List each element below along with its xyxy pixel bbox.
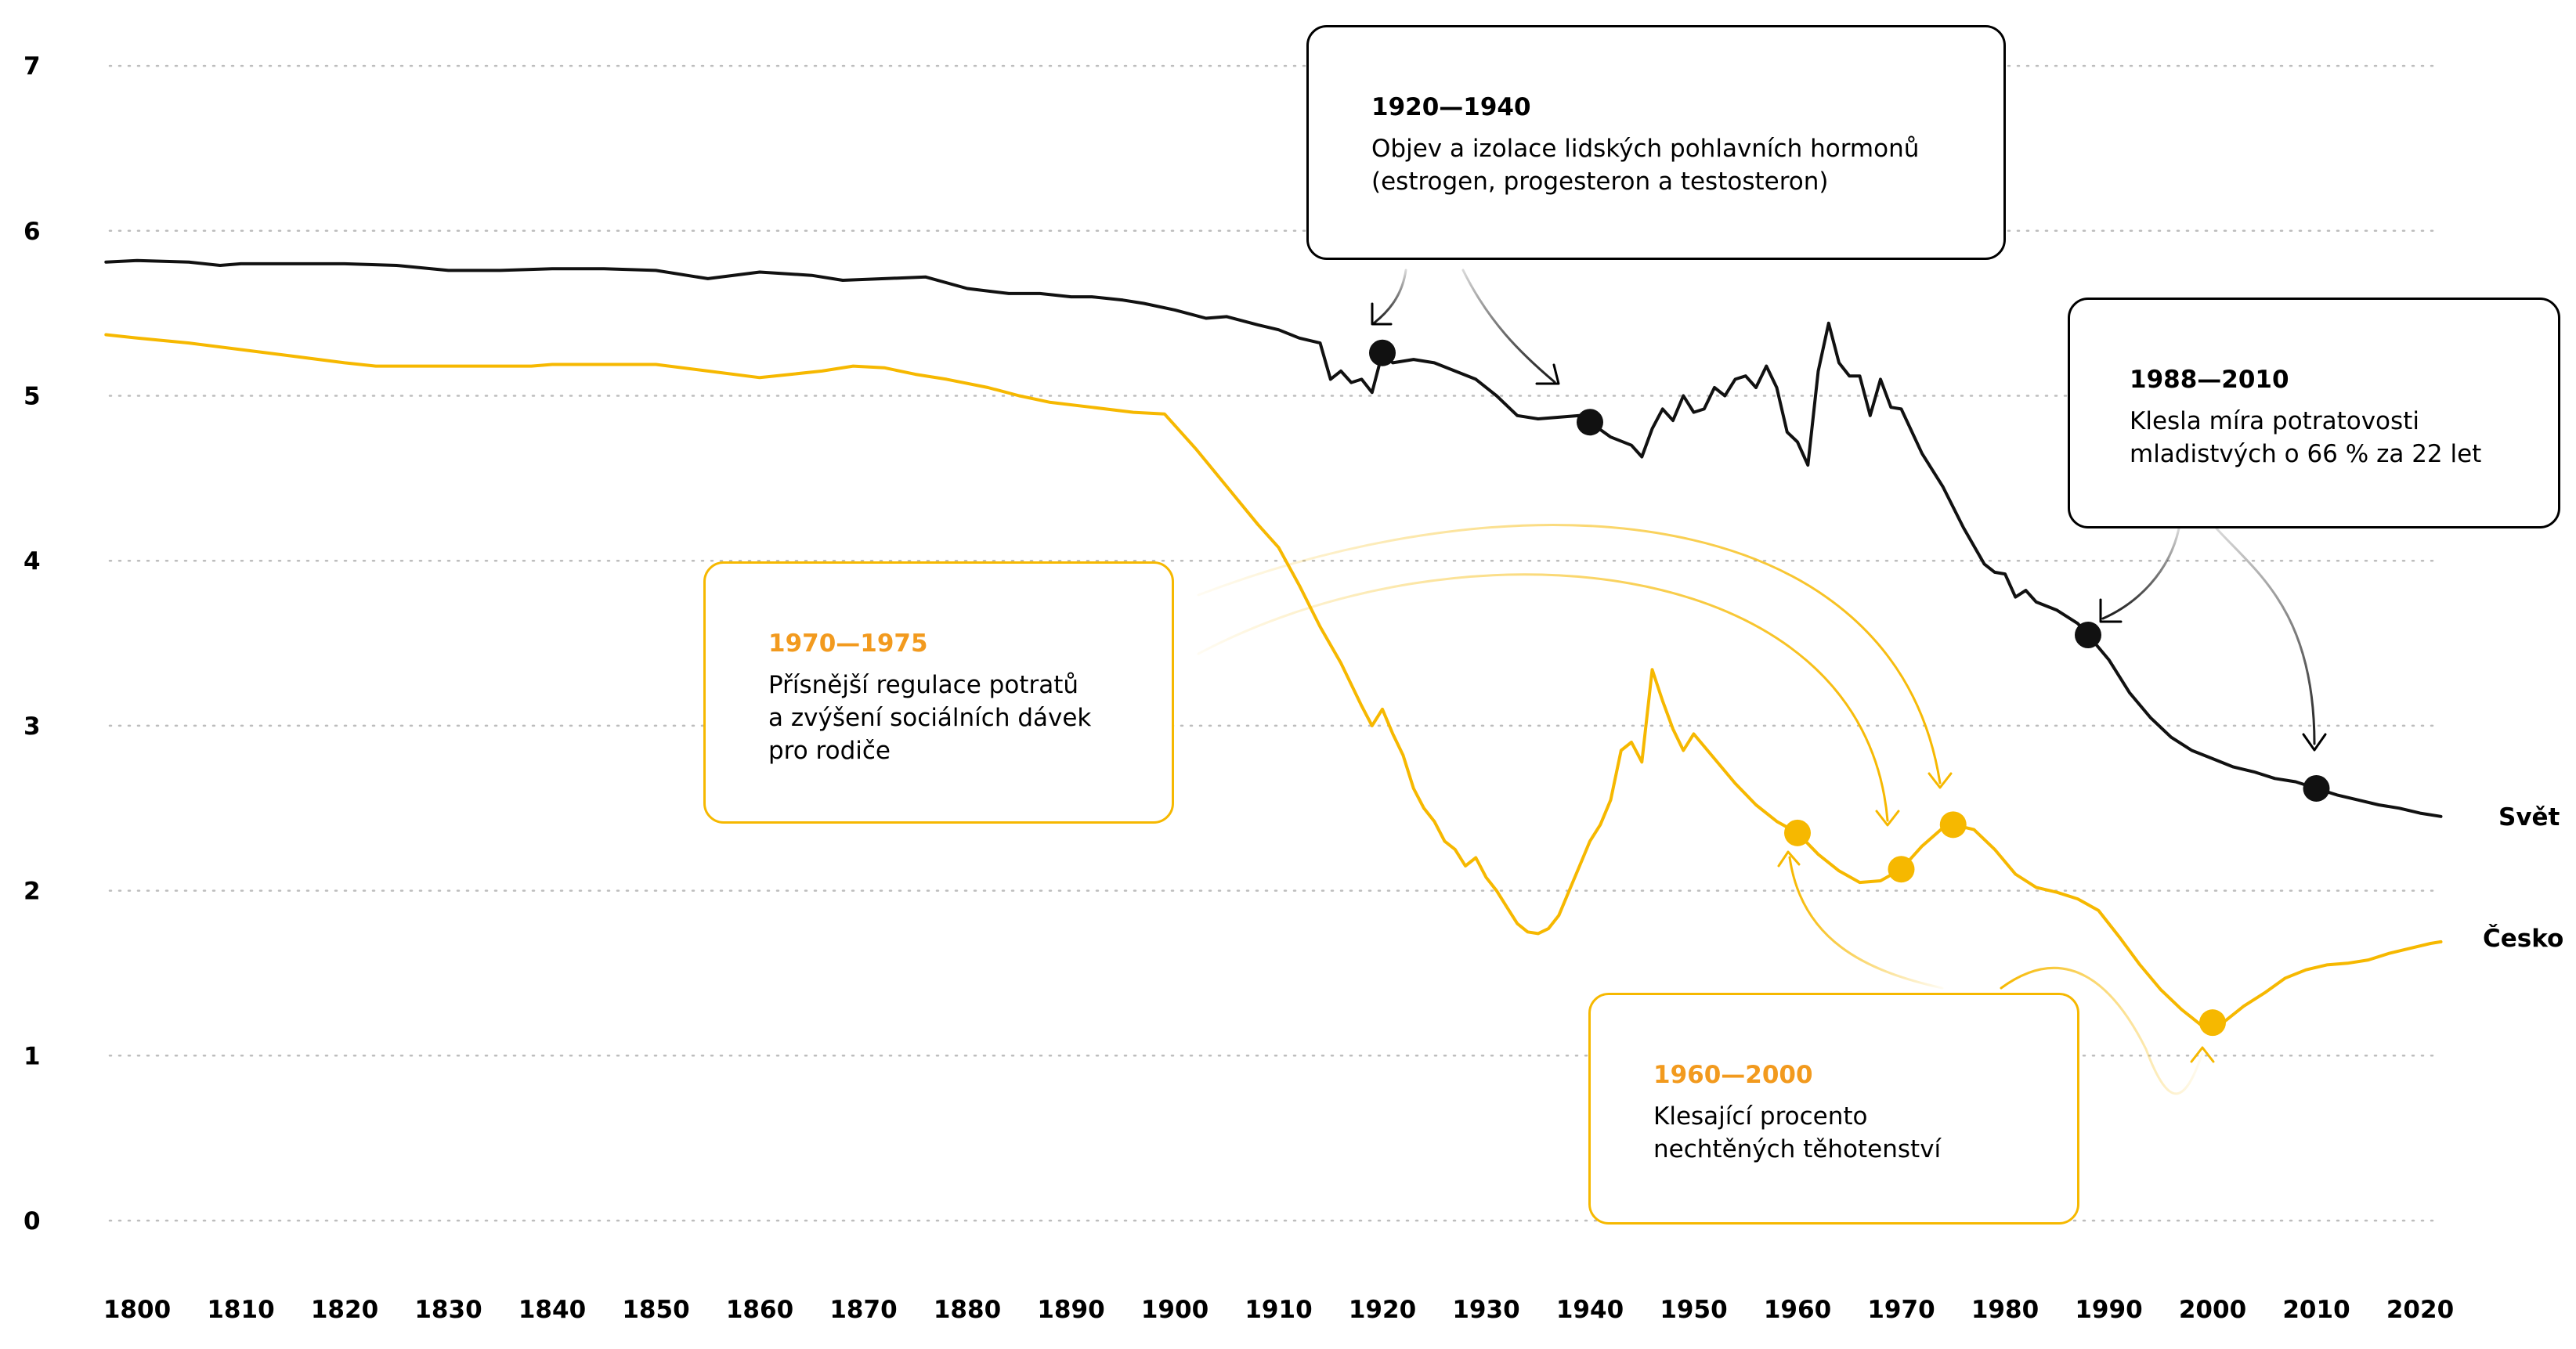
marker-point [1784,819,1811,846]
annotation-text: Objev a izolace lidských pohlavních horm… [1371,135,1920,196]
annotation-title: 1960—2000 [1653,1061,1813,1089]
x-tick-label: 1860 [726,1296,793,1324]
arrow-1988-head [2099,598,2123,623]
x-tick-label: 1950 [1660,1296,1727,1324]
arrow-1975-head [1927,772,1953,789]
annotation-text: Klesající procento nechtěných těhotenstv… [1653,1102,1942,1163]
marker-point [2199,1009,2226,1037]
x-tick-label: 1940 [1556,1296,1624,1324]
marker-point [1888,856,1915,883]
arrow-1940 [1461,269,1556,384]
arrow-1960 [1788,856,1944,990]
annotation-1988-2010: 1988—2010 Klesla míra potratovosti mladi… [2068,298,2560,528]
markers-layer [1369,339,2330,1037]
arrow-1988 [2101,527,2180,620]
arrow-1970-head [1875,810,1900,827]
series-line-cesko [104,333,2443,1028]
y-tick-label: 7 [23,52,41,81]
arrow-2000 [2000,966,2204,1095]
annotation-1970-1975: 1970—1975 Přísnější regulace potratů a z… [703,561,1174,824]
x-tick-label: 1930 [1452,1296,1519,1324]
arrow-1940-head [1535,363,1560,385]
x-tick-label: 1980 [1971,1296,2039,1324]
x-tick-label: 1830 [414,1296,482,1324]
arrow-1920 [1373,269,1407,324]
x-tick-label: 1820 [311,1296,378,1324]
annotation-text: Přísnější regulace potratů a zvýšení soc… [768,671,1092,765]
x-tick-label: 1910 [1245,1296,1312,1324]
arrow-1960-head [1777,850,1801,867]
y-axis-ticks: 0 1 2 3 4 5 6 7 [23,52,41,1235]
x-tick-label: 1840 [518,1296,586,1324]
x-tick-label: 1920 [1349,1296,1416,1324]
x-axis-ticks: 1800 1810 1820 1830 1840 1850 1860 1870 1880 1890… [103,1296,2454,1324]
arrow-1975 [1197,524,1942,785]
arrow-1920-head [1371,302,1393,326]
y-tick-label: 2 [23,878,41,906]
x-tick-label: 2000 [2179,1296,2246,1324]
annotation-title: 1920—1940 [1371,93,1531,121]
x-tick-label: 1800 [103,1296,171,1324]
y-tick-label: 0 [23,1207,41,1235]
arrow-2000-head [2190,1046,2215,1063]
y-tick-label: 5 [23,383,41,411]
x-tick-label: 1850 [622,1296,689,1324]
arrow-1970 [1197,573,1889,822]
x-tick-label: 1990 [2075,1296,2142,1324]
y-tick-label: 1 [23,1042,41,1070]
y-tick-label: 4 [23,547,41,575]
arrow-2010 [2215,527,2316,745]
annotation-title: 1970—1975 [768,629,928,658]
x-tick-label: 1960 [1764,1296,1831,1324]
x-tick-label: 2010 [2282,1296,2350,1324]
y-tick-label: 6 [23,218,41,246]
series-label-svet: Svět [2498,803,2560,831]
x-tick-label: 2020 [2386,1296,2454,1324]
annotation-arrows [1197,269,2327,1095]
marker-point [1577,409,1603,436]
annotation-1960-2000: 1960—2000 Klesající procento nechtěných … [1588,993,2079,1225]
series-label-cesko: Česko [2483,924,2563,953]
x-tick-label: 1900 [1141,1296,1209,1324]
annotation-text: Klesla míra potratovosti mladistvých o 6… [2130,407,2482,468]
marker-point [2303,774,2330,802]
marker-point [1939,811,1967,839]
x-tick-label: 1870 [829,1296,897,1324]
x-tick-label: 1970 [1867,1296,1935,1324]
y-tick-label: 3 [23,712,41,741]
marker-point [2075,622,2101,649]
annotation-1920-1940: 1920—1940 Objev a izolace lidských pohla… [1306,25,2006,260]
x-tick-label: 1810 [207,1296,274,1324]
arrow-2010-head [2302,733,2327,752]
marker-point [1369,339,1396,366]
x-tick-label: 1880 [934,1296,1001,1324]
x-tick-label: 1890 [1037,1296,1104,1324]
annotation-title: 1988—2010 [2130,366,2289,394]
